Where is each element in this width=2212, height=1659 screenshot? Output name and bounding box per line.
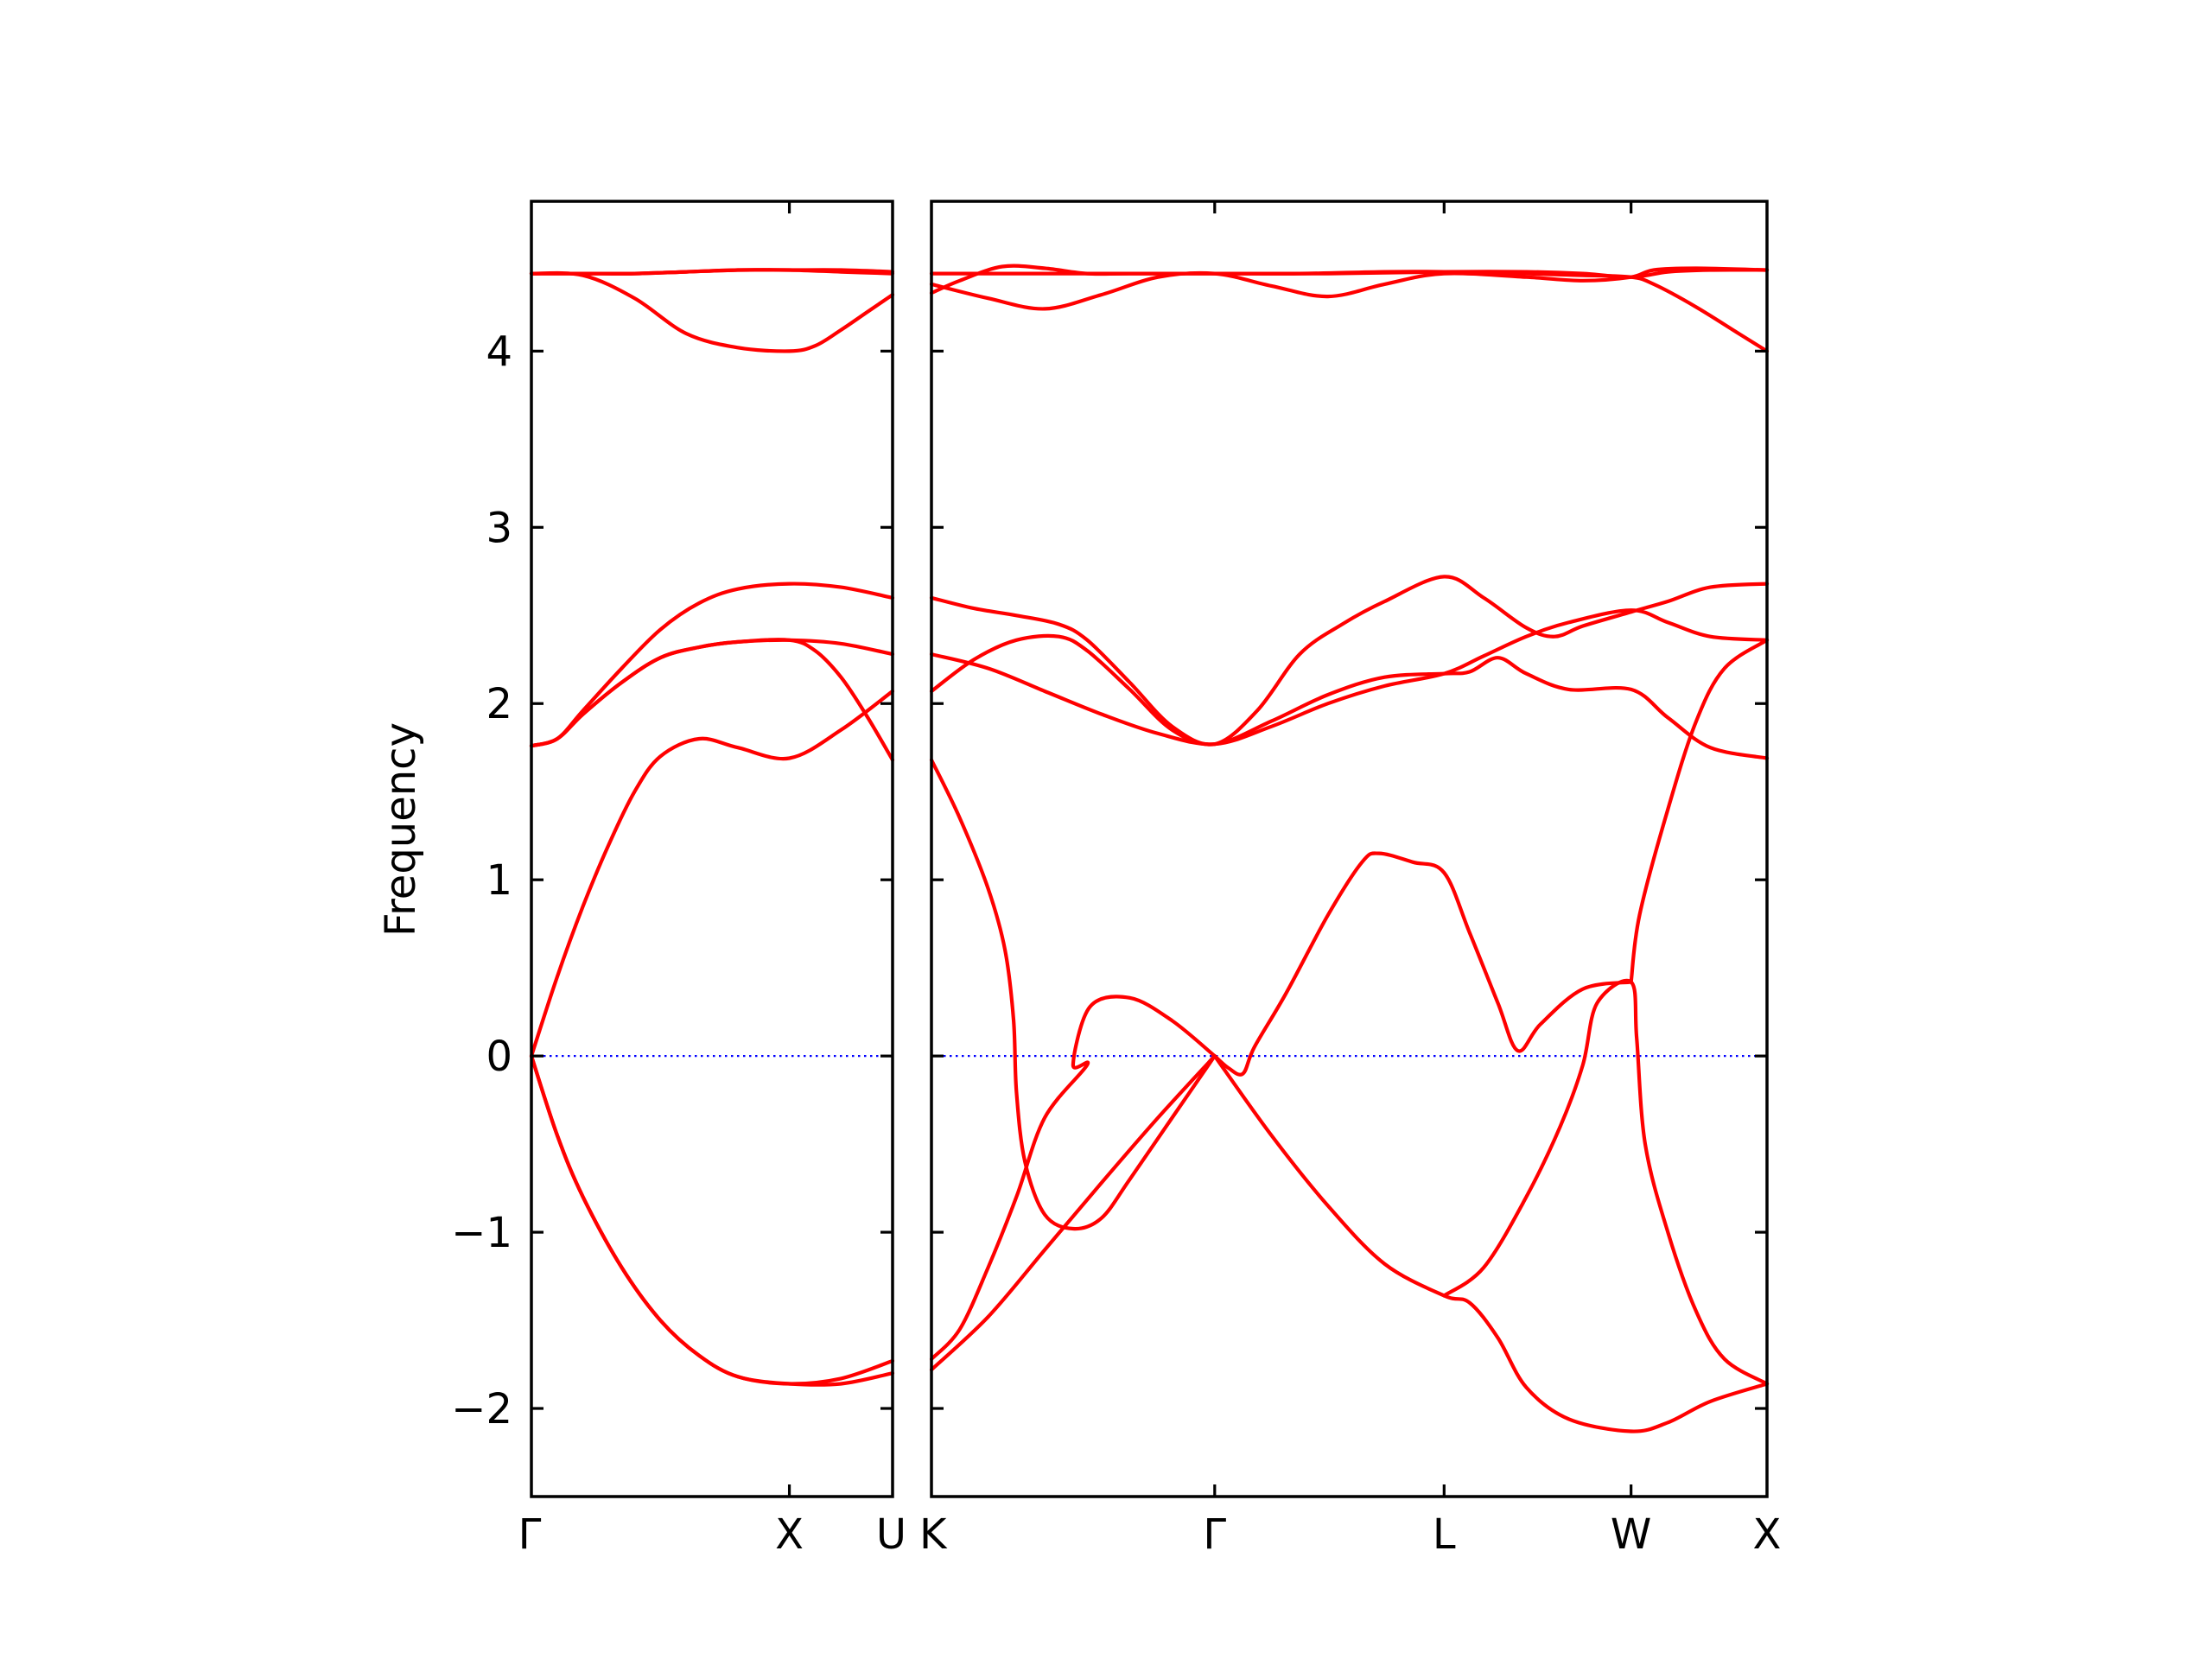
band-right-12 [929,266,1770,311]
y-tick-label: 3 [486,504,512,552]
x-tick-label: W [1611,1510,1651,1559]
x-tick-label: K [919,1510,948,1559]
band-right-3 [929,1054,1217,1372]
y-tick-label: 0 [486,1033,512,1081]
x-tick-label: X [775,1510,804,1559]
band-right-4 [1212,851,1633,1077]
band-right-6 [1442,978,1770,1386]
band-right-1 [929,758,1217,1231]
panel-frames [530,200,1769,1498]
panel-frame-left [530,200,894,1498]
y-tick-label: −1 [451,1209,512,1257]
band-left-7 [529,270,895,353]
band-right-13 [929,268,1770,279]
band-right-7 [1629,638,1770,984]
y-tick-label: 1 [486,856,512,905]
x-tick-label: U [876,1510,906,1559]
band-left-3 [529,689,895,1058]
y-tick-label: −2 [451,1385,512,1433]
x-tick-label: Γ [1203,1510,1226,1559]
y-axis-label: Frequency [377,722,425,937]
y-tick-label: 2 [486,680,512,728]
band-right-5 [1212,1054,1770,1433]
band-right-9 [929,575,1770,747]
bands [529,264,1770,1433]
band-right-10 [929,608,1770,747]
panel-frame-right [930,200,1769,1498]
band-left-2 [529,1054,895,1387]
band-left-4 [529,582,895,748]
x-tick-label: L [1433,1510,1456,1559]
band-left-6 [529,638,895,762]
tick-labels: −2 −1 0 1 2 3 4 Γ X U K Γ L W X [451,327,1781,1559]
band-left-1 [529,1054,895,1386]
band-left-9 [529,268,895,276]
axis-ticks [531,201,1767,1497]
band-right-8 [929,633,1770,760]
x-tick-label: X [1753,1510,1782,1559]
band-right-2 [929,995,1217,1361]
y-tick-label: 4 [486,327,512,376]
x-tick-label: Γ [518,1510,542,1559]
